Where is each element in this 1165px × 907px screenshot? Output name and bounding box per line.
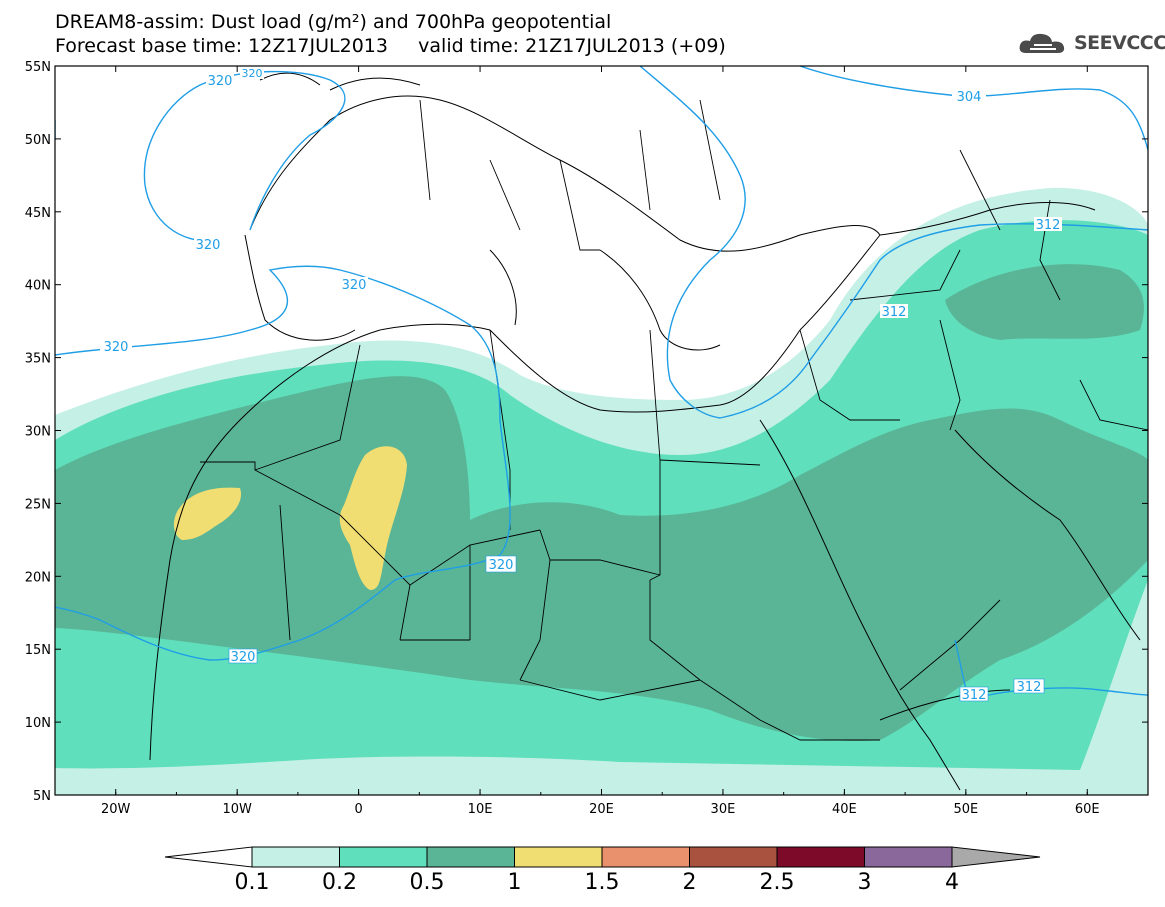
lon-label: 20W	[101, 802, 131, 817]
colorbar-label: 0.5	[409, 870, 445, 895]
lat-label: 20N	[25, 570, 51, 585]
lon-label: 50E	[953, 802, 978, 817]
lon-label: 20E	[589, 802, 614, 817]
lat-label: 25N	[25, 497, 51, 512]
contour-label: 312	[962, 688, 987, 703]
colorbar-label: 1	[507, 870, 522, 895]
colorbar-swatch	[426, 846, 515, 868]
lon-label: 0	[354, 802, 362, 817]
lat-label: 50N	[25, 133, 51, 148]
contour-labels: 320 320 320 320 320 320 304 312 312 312 …	[100, 67, 1062, 703]
coastlines	[149, 72, 1141, 791]
lat-label: 55N	[25, 60, 51, 75]
cloud-icon	[1019, 33, 1065, 53]
lon-label: 30E	[711, 802, 736, 817]
lon-label: 60E	[1075, 802, 1100, 817]
colorbar-swatch	[514, 846, 603, 868]
colorbar-label: 0.1	[234, 870, 270, 895]
logo-text: SEEVCCC	[1074, 32, 1165, 54]
colorbar-label: 2.5	[759, 870, 795, 895]
colorbar-swatch	[601, 846, 690, 868]
lat-label: 45N	[25, 206, 51, 221]
contour-label: 312	[1036, 218, 1061, 233]
lat-label: 15N	[25, 643, 51, 658]
dust-region-0.5-arabia	[945, 264, 1144, 340]
colorbar-swatch	[864, 846, 953, 868]
seevccc-logo: SEEVCCC	[1018, 30, 1165, 56]
dust-region-1.0-west	[173, 487, 242, 540]
colorbar-label: 3	[857, 870, 872, 895]
colorbar-label: 1.5	[584, 870, 620, 895]
colorbar-swatch	[251, 846, 340, 868]
latitude-axis: 55N 50N 45N 40N 35N 30N 25N 20N 15N 10N 5N	[25, 60, 1148, 804]
colorbar-over-triangle	[951, 846, 1041, 868]
colorbar	[164, 846, 1041, 868]
colorbar-label: 4	[945, 870, 959, 895]
colorbar-swatch	[776, 846, 865, 868]
lon-label: 10E	[468, 802, 493, 817]
contour-label: 320	[231, 650, 256, 665]
lon-label: 10W	[222, 802, 252, 817]
map-title: DREAM8-assim: Dust load (g/m²) and 700hP…	[55, 11, 612, 33]
contour-label: 320	[208, 74, 233, 89]
contour-label: 312	[1017, 680, 1042, 695]
contour-label: 320	[196, 238, 221, 253]
forecast-time-line: Forecast base time: 12Z17JUL2013 valid t…	[55, 35, 726, 57]
contour-label: 320	[342, 278, 367, 293]
contour-label: 304	[957, 90, 982, 105]
lat-label: 5N	[33, 789, 51, 804]
lat-label: 35N	[25, 352, 51, 367]
contour-label: 320	[242, 67, 263, 80]
lon-label: 40E	[832, 802, 857, 817]
lat-label: 30N	[25, 425, 51, 440]
colorbar-label: 0.2	[322, 870, 357, 895]
lat-label: 40N	[25, 279, 51, 294]
contour-label: 320	[489, 558, 514, 573]
dust-field	[55, 66, 1148, 795]
dust-region-1.0-central	[339, 446, 407, 590]
lat-label: 10N	[25, 716, 51, 731]
contour-label: 320	[104, 340, 129, 355]
colorbar-swatch	[689, 846, 778, 868]
colorbar-swatch	[339, 846, 428, 868]
colorbar-label: 2	[682, 870, 697, 895]
contour-label: 312	[882, 305, 907, 320]
colorbar-under-triangle	[164, 846, 253, 868]
longitude-axis: 20W 10W 0 10E 20E 30E 40E 50E 60E	[54, 66, 1149, 817]
